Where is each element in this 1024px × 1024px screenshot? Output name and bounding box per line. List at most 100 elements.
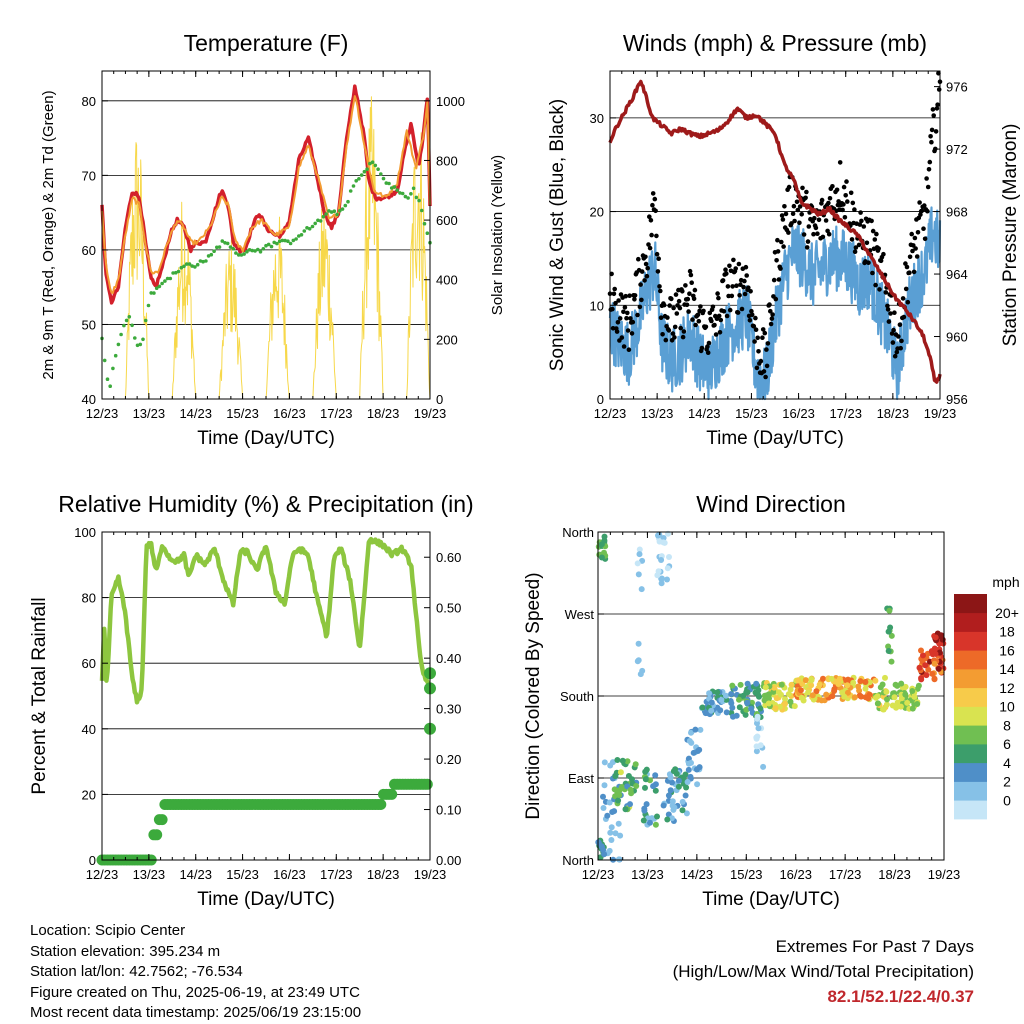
gust-point [849,237,855,242]
gust-point [935,102,940,107]
direction-point [862,679,869,685]
rh-xtick-label: 15/23 [226,867,259,882]
direction-point [902,691,909,698]
temp-xtick-label: 14/23 [179,406,212,421]
direction-point [627,786,634,793]
dewpoint-point [215,245,219,250]
rh-ytick-label: 60 [82,656,96,671]
temp-y2tick-label: 800 [436,153,458,168]
direction-point [654,572,661,579]
gust-point [779,239,784,245]
rh-ytick-label: 0 [89,853,96,868]
gust-point [632,293,638,298]
precip-point [386,788,398,800]
direction-point [755,725,762,732]
temp-y2tick-label: 400 [436,273,458,288]
gust-point [763,374,768,380]
gust-point [635,312,640,318]
direction-point [754,715,761,722]
direction-point [616,792,623,798]
rh-border [101,531,431,861]
gust-point [706,340,712,346]
direction-point [637,671,644,678]
direction-point [891,694,898,701]
gust-point [712,322,717,328]
direction-point [831,686,838,693]
gust-point [805,239,811,244]
gust-point [914,254,920,259]
direction-point [723,709,730,716]
direction-point [787,686,794,693]
temp-xtick-label: 12/23 [86,406,119,421]
temp-ytick-label: 70 [82,168,96,183]
gust-point [779,213,785,218]
gust-point [904,264,910,270]
direction-point [791,703,798,710]
direction-point [888,658,895,665]
direction-point [920,652,926,659]
gust-point [736,261,742,267]
gust-point [753,327,759,333]
gust-point [762,330,768,336]
gust-point [696,318,702,324]
gust-point [915,230,921,235]
dewpoint-point [384,181,389,185]
precip-point [421,778,433,790]
gust-point [721,309,727,314]
gust-point [905,299,911,305]
direction-point [788,681,795,688]
direction-point [885,643,892,650]
gust-point [929,127,935,133]
extremes-subtitle: (High/Low/Max Wind/Total Precipitation) [672,962,974,981]
gust-point [673,292,679,297]
temp-border [101,70,431,400]
gust-point [873,282,878,288]
precip-point [156,814,168,826]
direction-point [897,703,904,710]
direction-point [612,773,619,780]
gust-point [670,331,676,336]
gust-point [687,268,693,274]
gust-point [650,191,656,196]
winds-y2tick-label: 968 [946,205,968,220]
gust-point [716,313,722,319]
direction-point [714,689,721,696]
direction-point [718,697,725,703]
gust-point [727,307,733,313]
gust-point [901,314,907,320]
gust-point [616,298,621,303]
direction-point [729,682,736,689]
rh-y2tick-label: 0.10 [436,803,461,818]
dewpoint-point [335,212,339,217]
gust-point [767,302,772,307]
dewpoint-point [324,212,328,216]
temp-xlabel: Time (Day/UTC) [197,428,335,449]
direction-point [757,705,764,712]
gust-point [760,327,766,332]
dewpoint-point [245,249,249,254]
rh-ytick-label: 40 [82,722,96,737]
gust-point [775,249,781,254]
direction-point [893,704,900,711]
direction-point [614,757,621,763]
solar-insolation-line [124,96,431,400]
direction-point [688,729,694,736]
gust-point [771,277,777,283]
direction-point [880,706,886,713]
dir-ytick-label: North [562,853,594,868]
dewpoint-point [258,250,263,254]
dewpoint-point [122,323,126,328]
direction-point [717,707,724,714]
dewpoint-point [250,248,255,253]
precip-point [151,829,163,841]
direction-point [604,812,611,819]
gust-point [653,208,658,214]
gust-point [823,218,829,223]
gust-point [894,349,900,355]
dewpoint-point [193,265,197,269]
dewpoint-point [157,284,162,289]
direction-point [808,677,815,684]
direction-point [883,688,890,695]
gust-point [743,264,749,270]
direction-point [636,546,643,553]
